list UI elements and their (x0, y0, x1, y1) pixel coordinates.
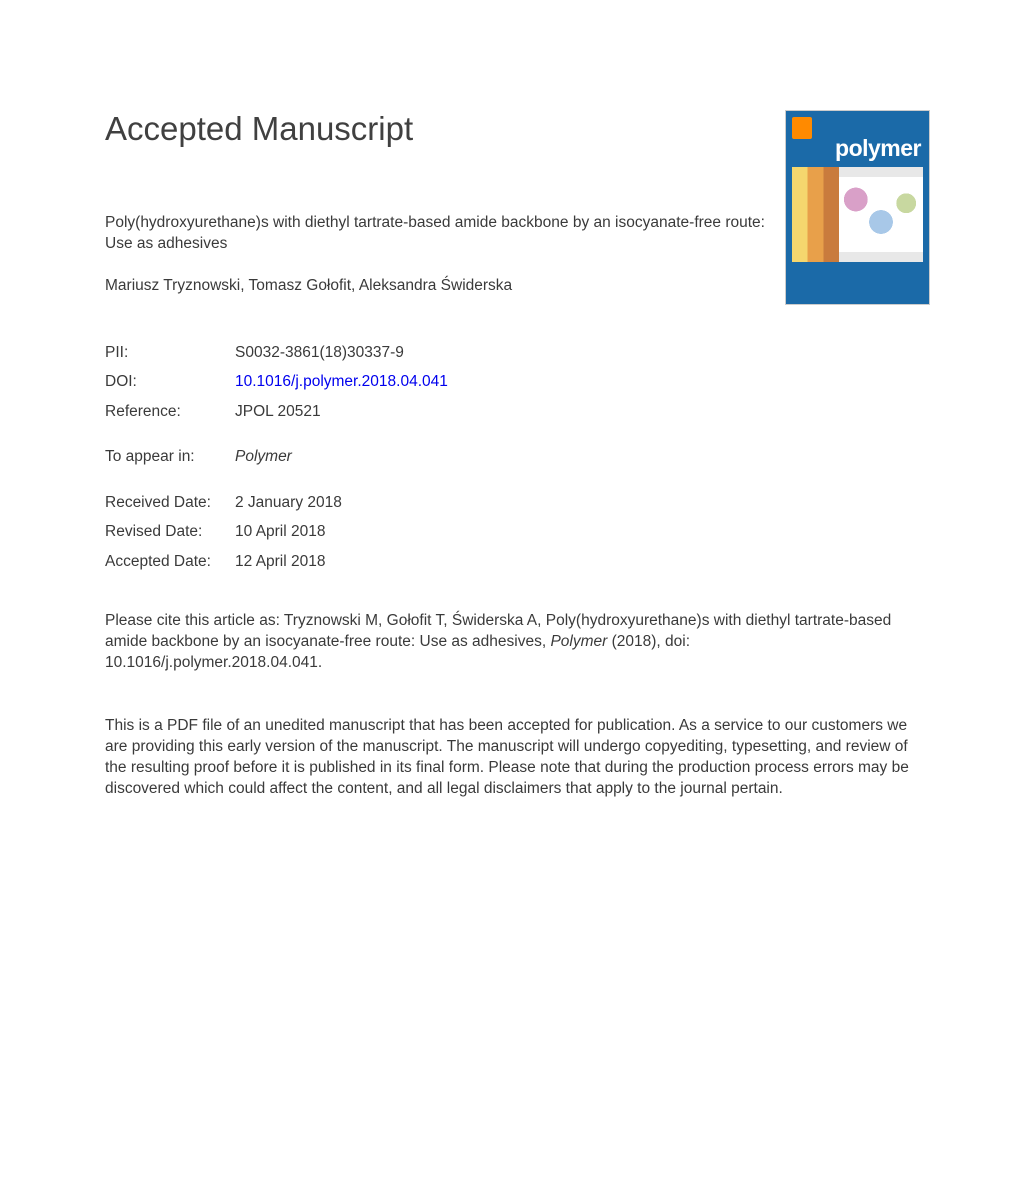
meta-label: Received Date: (105, 495, 235, 511)
citation-prefix: Please cite this article as: Tryznowski … (105, 612, 891, 650)
meta-label: DOI: (105, 374, 235, 390)
meta-label: Accepted Date: (105, 554, 235, 570)
journal-cover-thumbnail: polymer (785, 110, 930, 305)
meta-row-accepted: Accepted Date: 12 April 2018 (105, 554, 930, 570)
meta-value-reference: JPOL 20521 (235, 404, 321, 420)
meta-label: To appear in: (105, 449, 235, 465)
meta-row-appear: To appear in: Polymer (105, 449, 930, 465)
meta-label: Revised Date: (105, 524, 235, 540)
disclaimer-text: This is a PDF file of an unedited manusc… (105, 716, 920, 800)
citation-journal: Polymer (550, 633, 607, 650)
meta-label: PII: (105, 345, 235, 361)
citation-text: Please cite this article as: Tryznowski … (105, 611, 895, 674)
meta-row-doi: DOI: 10.1016/j.polymer.2018.04.041 (105, 374, 930, 390)
publisher-logo-icon (792, 117, 812, 139)
journal-cover-title: polymer (835, 135, 921, 162)
metadata-table: PII: S0032-3861(18)30337-9 DOI: 10.1016/… (105, 345, 930, 570)
manuscript-page: Accepted Manuscript polymer Poly(hydroxy… (0, 0, 1020, 800)
meta-label: Reference: (105, 404, 235, 420)
meta-row-revised: Revised Date: 10 April 2018 (105, 524, 930, 540)
meta-row-reference: Reference: JPOL 20521 (105, 404, 930, 420)
meta-value-revised: 10 April 2018 (235, 524, 326, 540)
doi-link[interactable]: 10.1016/j.polymer.2018.04.041 (235, 374, 448, 390)
meta-value-received: 2 January 2018 (235, 495, 342, 511)
meta-row-pii: PII: S0032-3861(18)30337-9 (105, 345, 930, 361)
article-title: Poly(hydroxyurethane)s with diethyl tart… (105, 213, 785, 255)
journal-cover-art (792, 167, 923, 262)
meta-row-received: Received Date: 2 January 2018 (105, 495, 930, 511)
meta-value-accepted: 12 April 2018 (235, 554, 326, 570)
meta-value-pii: S0032-3861(18)30337-9 (235, 345, 404, 361)
meta-value-journal: Polymer (235, 449, 292, 465)
